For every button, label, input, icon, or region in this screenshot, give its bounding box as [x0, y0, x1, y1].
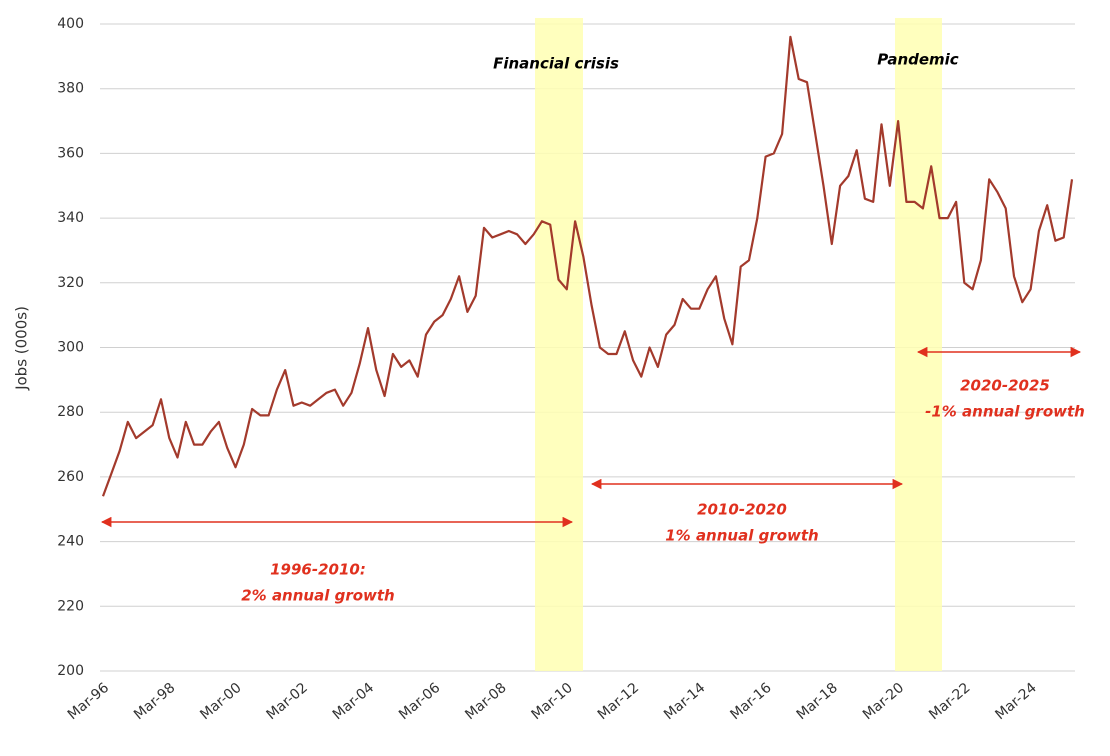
annotation: 2020-2025 [960, 377, 1050, 395]
annotation: 1% annual growth [665, 527, 818, 545]
x-tick-label: Mar-00 [197, 680, 244, 723]
x-tick-label: Mar-18 [794, 680, 841, 723]
annotation: Pandemic [877, 51, 959, 69]
x-tick-label: Mar-98 [131, 680, 178, 723]
x-tick-label: Mar-16 [727, 680, 774, 723]
y-tick-label: 320 [57, 275, 84, 291]
annotation: -1% annual growth [925, 403, 1085, 421]
y-tick-label: 380 [57, 81, 84, 97]
x-tick-label: Mar-04 [330, 680, 377, 723]
x-tick-label: Mar-10 [529, 680, 576, 723]
y-tick-label: 340 [57, 210, 84, 226]
data-line [101, 35, 1074, 497]
annotation: 1996-2010: [270, 561, 366, 579]
y-tick-label: 400 [57, 16, 84, 32]
y-tick-label: 260 [57, 469, 84, 485]
x-tick-label: Mar-02 [264, 680, 311, 723]
pandemic-shade [895, 18, 942, 671]
y-tick-label: 240 [57, 534, 84, 550]
y-axis-label: Jobs (000s) [13, 306, 31, 391]
x-tick-label: Mar-14 [661, 680, 708, 723]
y-tick-label: 200 [57, 663, 84, 679]
x-tick-label: Mar-22 [926, 680, 973, 723]
annotation: 2% annual growth [241, 587, 394, 605]
annotation: Financial crisis [493, 55, 619, 73]
x-tick-label: Mar-08 [462, 680, 509, 723]
x-tick-label: Mar-96 [65, 680, 112, 723]
y-tick-label: 300 [57, 340, 84, 356]
y-tick-label: 360 [57, 145, 84, 161]
x-tick-label: Mar-24 [992, 680, 1039, 723]
y-tick-label: 280 [57, 404, 84, 420]
y-tick-label: 220 [57, 598, 84, 614]
crisis-shade [535, 18, 583, 671]
x-tick-label: Mar-06 [396, 680, 443, 723]
x-tick-label: Mar-20 [860, 680, 907, 723]
x-tick-label: Mar-12 [595, 680, 642, 723]
annotation: 2010-2020 [697, 501, 787, 519]
